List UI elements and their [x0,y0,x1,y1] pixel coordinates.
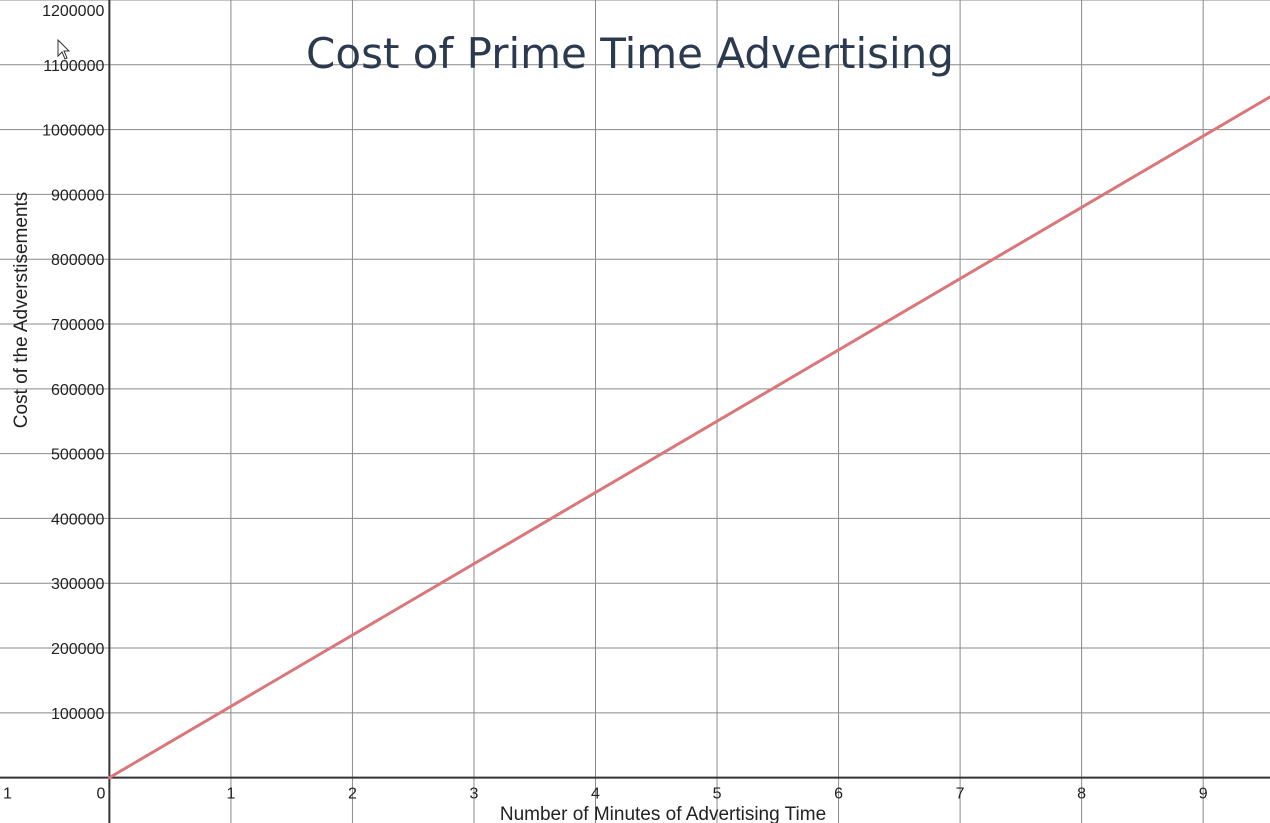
y-tick-label: 800000 [51,252,104,269]
x-tick-label: 1 [3,786,12,803]
y-tick-label: 1200000 [42,3,104,20]
y-tick-label: 1100000 [43,58,104,75]
x-tick-label: 1 [226,786,235,803]
x-tick-label: 0 [96,786,105,803]
y-tick-label: 700000 [51,317,104,334]
series-line [107,95,1270,780]
y-tick-label: 200000 [51,641,104,658]
x-tick-label: 4 [591,786,600,803]
y-tick-label: 100000 [51,706,104,723]
y-tick-label: 900000 [51,187,104,204]
x-tick-label: 8 [1077,786,1086,803]
y-tick-label: 500000 [51,447,104,464]
y-tick-label: 600000 [51,382,104,399]
y-tick-label: 400000 [51,511,104,528]
y-axis-title: Cost of the Adverstisements [11,192,32,429]
x-tick-label: 6 [834,786,843,803]
y-tick-label: 1000000 [42,123,104,140]
y-tick-label: 300000 [51,576,104,593]
mouse-pointer-icon [57,39,71,60]
x-tick-label: 9 [1199,786,1208,803]
x-tick-label: 3 [470,786,479,803]
chart-title: Cost of Prime Time Advertising [306,29,954,78]
x-tick-label: 5 [713,786,722,803]
x-axis-title: Number of Minutes of Advertising Time [500,804,826,823]
tick-labels: 1 0 1 2 3 4 5 6 7 8 9 100000 200000 300000 400000 50000… [3,3,1208,803]
x-tick-label: 2 [348,786,357,803]
series-lines [107,95,1270,780]
x-tick-label: 7 [956,786,965,803]
